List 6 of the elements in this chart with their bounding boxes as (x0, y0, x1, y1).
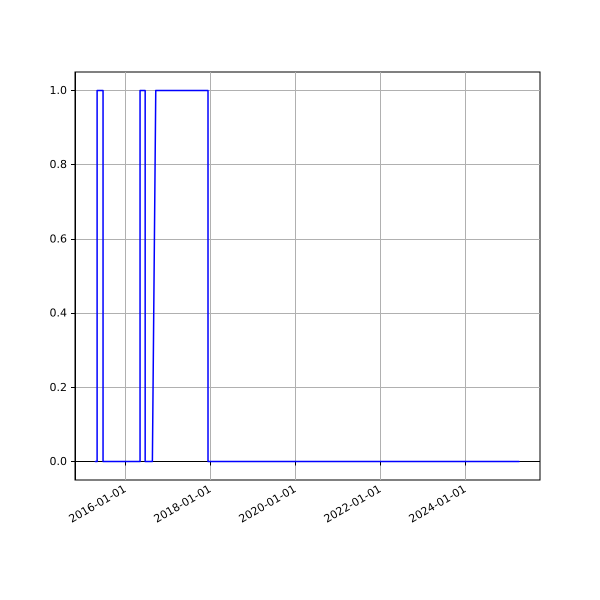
y-tick-label: 0.8 (50, 158, 67, 172)
y-tick-label: 1.0 (50, 84, 67, 98)
y-tick-label: 0.2 (50, 380, 67, 394)
y-tick-label: 0.0 (50, 454, 67, 468)
y-tick-label: 0.4 (50, 306, 67, 320)
y-tick-label: 0.6 (50, 232, 67, 246)
